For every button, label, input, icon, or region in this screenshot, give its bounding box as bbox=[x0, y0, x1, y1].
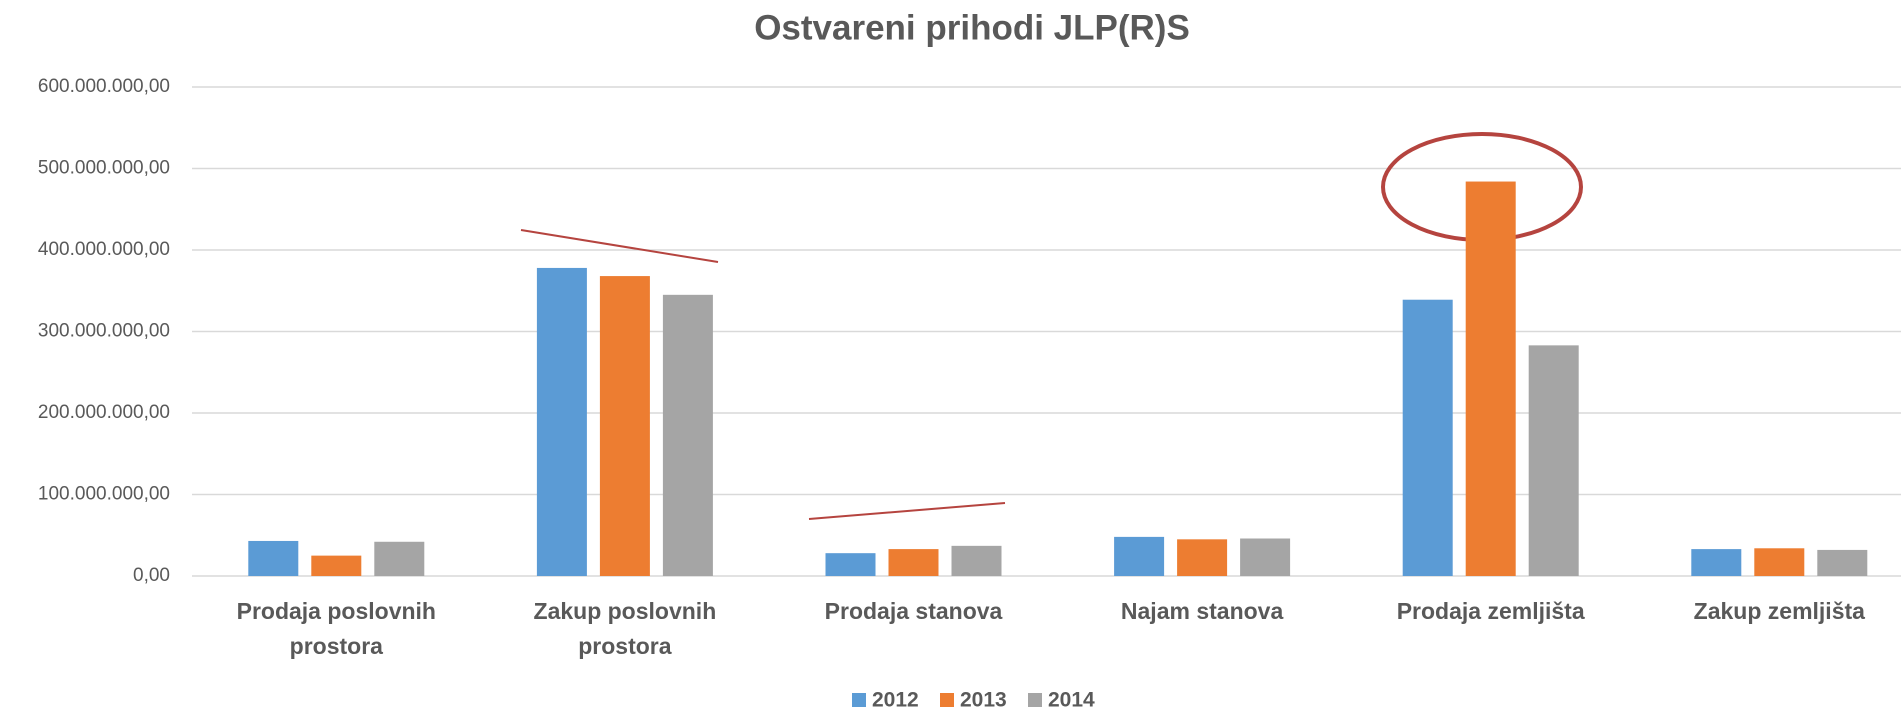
y-tick-label: 400.000.000,00 bbox=[38, 239, 170, 260]
x-tick-label: Prodaja stanova bbox=[824, 598, 1003, 624]
annotation-line bbox=[808, 502, 1006, 520]
bar bbox=[825, 553, 876, 576]
bar bbox=[951, 545, 1002, 576]
bar bbox=[248, 540, 299, 576]
bar bbox=[1402, 299, 1453, 576]
annotation-line bbox=[520, 229, 719, 263]
bar bbox=[1817, 549, 1868, 576]
x-tick-label: Zakup poslovnih prostora bbox=[533, 598, 717, 659]
bar bbox=[311, 555, 362, 576]
legend-swatch bbox=[852, 693, 866, 707]
chart-title: Ostvareni prihodi JLP(R)S bbox=[754, 8, 1190, 47]
bar bbox=[374, 541, 425, 576]
bar bbox=[1754, 548, 1805, 576]
x-tick-label: Prodaja poslovnih prostora bbox=[236, 598, 436, 659]
y-tick-label: 300.000.000,00 bbox=[38, 321, 170, 342]
legend-label: 2012 bbox=[872, 689, 919, 712]
bar bbox=[1240, 538, 1291, 576]
bar bbox=[1177, 539, 1228, 576]
y-tick-label: 500.000.000,00 bbox=[38, 158, 170, 179]
x-tick-label: Zakup zemljišta bbox=[1693, 598, 1865, 624]
legend-swatch bbox=[1028, 693, 1042, 707]
bar bbox=[1691, 549, 1742, 576]
y-tick-label: 0,00 bbox=[133, 565, 170, 586]
y-tick-label: 200.000.000,00 bbox=[38, 402, 170, 423]
y-tick-label: 100.000.000,00 bbox=[38, 484, 170, 505]
bar bbox=[662, 294, 713, 576]
x-tick-label: Prodaja zemljišta bbox=[1396, 598, 1585, 624]
bar bbox=[599, 276, 650, 576]
bar bbox=[1114, 536, 1165, 576]
legend-label: 2013 bbox=[960, 689, 1007, 712]
bar bbox=[536, 267, 587, 576]
bar bbox=[888, 549, 939, 576]
bar bbox=[1465, 181, 1516, 577]
legend-swatch bbox=[940, 693, 954, 707]
bar bbox=[1528, 345, 1579, 576]
y-tick-label: 600.000.000,00 bbox=[38, 76, 170, 97]
x-tick-label: Najam stanova bbox=[1120, 598, 1284, 624]
legend-label: 2014 bbox=[1048, 689, 1095, 712]
